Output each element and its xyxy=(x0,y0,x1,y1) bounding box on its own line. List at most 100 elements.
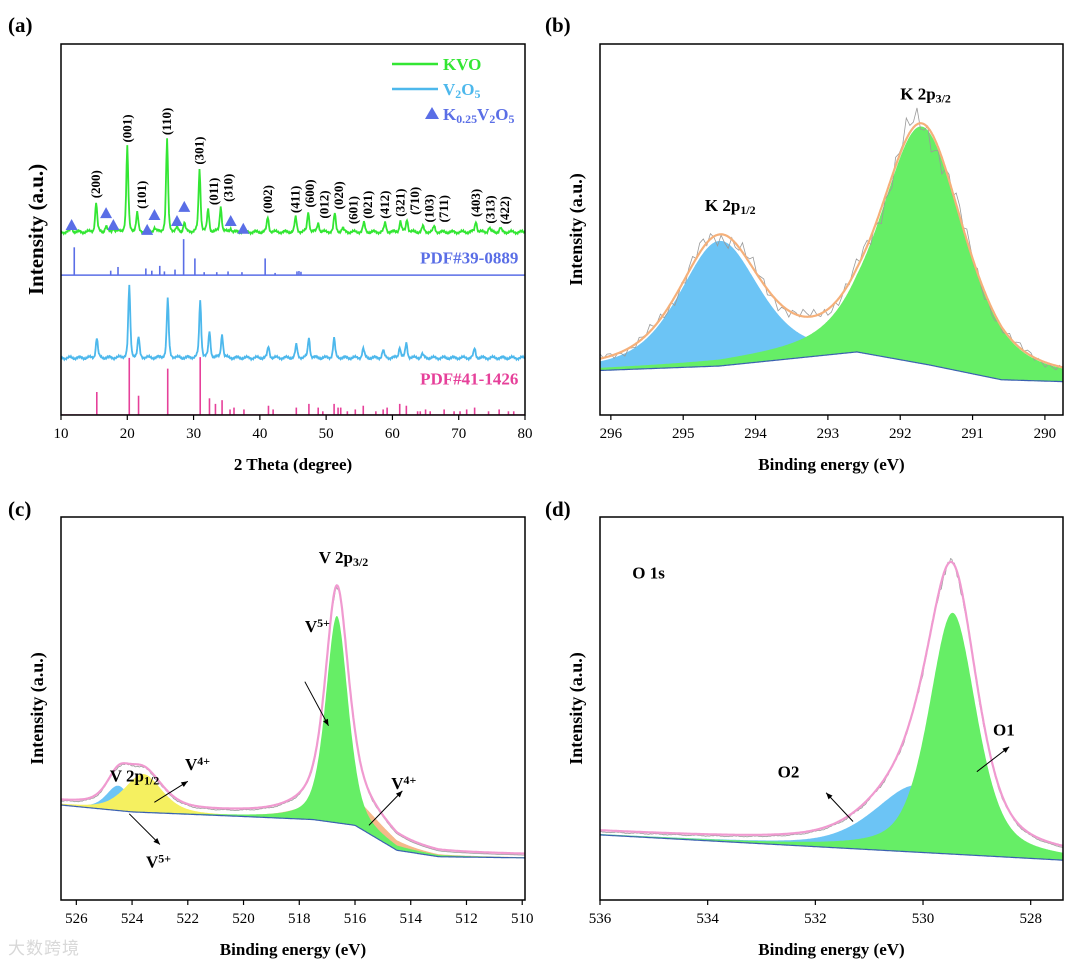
x-tick-label: 512 xyxy=(455,911,478,927)
x-tick-label: 296 xyxy=(600,426,623,442)
hkl-label: (412) xyxy=(377,191,392,219)
hkl-label: (001) xyxy=(119,114,134,142)
peak-annotation: O2 xyxy=(778,762,800,781)
x-axis-label: Binding energy (eV) xyxy=(758,455,904,474)
envelope-fit-line xyxy=(600,122,1063,369)
watermark: 大数跨境 xyxy=(8,939,80,959)
triangle-marker xyxy=(148,209,161,221)
superscript: 4+ xyxy=(404,773,417,787)
subscript: 3/2 xyxy=(353,555,368,569)
label-part: K 2p xyxy=(900,85,935,104)
label-part: V 2p xyxy=(110,766,144,785)
hkl-label: (011) xyxy=(206,178,221,205)
hkl-label: (313) xyxy=(482,195,497,223)
x-tick-label: 295 xyxy=(672,426,695,442)
legend-label: K0.25V2O5 xyxy=(443,105,515,126)
y-axis-label: Intensity (a.u.) xyxy=(27,652,48,765)
component-fill-o1 xyxy=(600,612,1063,861)
x-tick-label: 536 xyxy=(589,911,612,927)
x-tick-label: 60 xyxy=(385,426,400,442)
panel-label: (c) xyxy=(8,497,31,521)
label-part: KVO xyxy=(443,55,481,74)
label-part: V xyxy=(391,774,404,793)
triangle-marker xyxy=(141,223,154,235)
x-tick-label: 293 xyxy=(817,426,840,442)
subscript: 5 xyxy=(509,112,515,126)
axes-frame xyxy=(60,516,526,901)
triangle-marker xyxy=(178,200,191,212)
hkl-label: (012) xyxy=(317,190,332,218)
component-fill-k-2p3-2 xyxy=(600,126,1063,382)
subscript: 2 xyxy=(455,87,461,101)
label-part: K xyxy=(443,105,457,124)
panel-label: (b) xyxy=(545,13,571,37)
panel-label: (a) xyxy=(8,13,33,37)
x-tick-label: 518 xyxy=(288,911,311,927)
annotation-arrow xyxy=(304,681,329,726)
triangle-marker xyxy=(65,219,78,231)
peak-annotation: V 2p3/2 xyxy=(319,548,368,569)
axes-frame xyxy=(599,43,1064,416)
hkl-label: (103) xyxy=(421,194,436,222)
triangle-marker xyxy=(107,219,120,231)
annotation-arrow xyxy=(976,746,1010,773)
legend-triangle-icon xyxy=(425,107,439,119)
subscript: 5 xyxy=(474,87,480,101)
triangle-marker xyxy=(171,214,183,226)
triangle-marker xyxy=(224,214,237,226)
x-tick-label: 20 xyxy=(120,426,135,442)
label-part: V 2p xyxy=(319,548,353,567)
x-tick-label: 532 xyxy=(804,911,827,927)
hkl-label: (020) xyxy=(331,181,346,209)
triangle-marker xyxy=(237,222,250,234)
peak-annotation: O 1s xyxy=(632,563,665,582)
chart-panel-d: O 1s O2 O1 536 534 532 530 528 Binding energy (e… xyxy=(545,497,1064,959)
hkl-label: (411) xyxy=(288,186,303,213)
y-axis-label: Intensity (a.u.) xyxy=(566,652,587,765)
legend-label: KVO xyxy=(443,55,481,74)
hkl-label: (200) xyxy=(88,170,103,198)
hkl-label: (110) xyxy=(159,108,174,135)
hkl-label: (301) xyxy=(192,136,207,164)
peak-annotation: V5+ xyxy=(146,851,171,871)
arrowhead-icon xyxy=(153,837,160,845)
label-part: K 2p xyxy=(705,196,740,215)
label-part: V xyxy=(185,755,198,774)
superscript: 5+ xyxy=(158,851,171,865)
peak-annotation: V4+ xyxy=(391,773,416,793)
label-part: O2 xyxy=(778,762,800,781)
peak-annotation: K 2p1/2 xyxy=(705,196,756,217)
peak-annotation: V 2p1/2 xyxy=(110,766,159,787)
subscript: 2 xyxy=(489,112,495,126)
series-label: PDF#41-1426 xyxy=(420,370,518,389)
superscript: 5+ xyxy=(317,616,330,630)
hkl-label: (002) xyxy=(260,185,275,213)
label-part: O xyxy=(495,105,508,124)
superscript: 4+ xyxy=(197,753,210,767)
background-line xyxy=(600,834,1063,861)
subscript: 1/2 xyxy=(144,773,159,787)
hkl-label: (710) xyxy=(407,187,422,215)
arrowhead-icon xyxy=(395,790,403,798)
x-tick-label: 290 xyxy=(1034,426,1057,442)
triangle-marker xyxy=(100,207,113,219)
envelope-fit-line xyxy=(61,584,525,855)
peak-annotation: V4+ xyxy=(185,753,210,773)
peak-annotation: K 2p3/2 xyxy=(900,85,951,106)
annotation-arrow xyxy=(154,780,189,803)
hkl-label: (601) xyxy=(346,196,361,224)
axes-frame xyxy=(599,516,1064,901)
label-part: V xyxy=(146,852,159,871)
hkl-label: (600) xyxy=(302,179,317,207)
annotation-arrow xyxy=(128,813,161,845)
x-tick-label: 292 xyxy=(889,426,912,442)
subscript: 3/2 xyxy=(936,92,951,106)
plot-area xyxy=(61,138,525,415)
series-line-v2o5 xyxy=(61,284,525,362)
x-tick-label: 30 xyxy=(186,426,201,442)
x-tick-label: 514 xyxy=(399,911,422,927)
x-tick-label: 70 xyxy=(451,426,466,442)
x-axis-label: 2 Theta (degree) xyxy=(234,455,352,474)
